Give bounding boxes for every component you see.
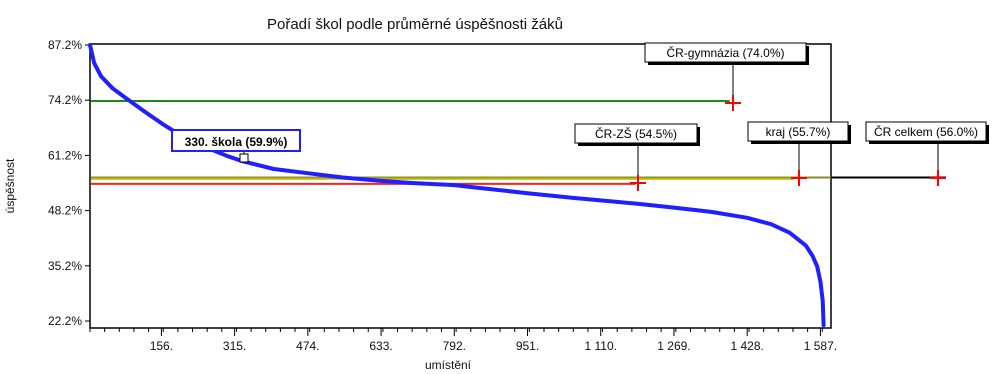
reference-lines [91,100,831,185]
y-tick-label: 61.2% [48,148,82,162]
reference-callout: kraj (55.7%) [747,121,851,186]
y-tick-label: 74.2% [48,93,82,107]
callout-label: 330. škola (59.9%) [185,135,288,149]
y-tick-label: 35.2% [48,259,82,273]
x-tick-label: 1 428. [730,339,763,353]
callout-label: ČR-ZŠ (54.5%) [595,126,677,141]
reference-callout: ČR celkem (56.0%) [831,121,989,186]
reference-callout: ČR-gymnázia (74.0%) [644,42,809,111]
x-tick-label: 156. [150,339,173,353]
y-axis-label: úspěšnost [3,158,17,213]
x-tick-label: 633. [369,339,392,353]
callout-label: ČR celkem (56.0%) [874,124,978,139]
x-tick-label: 951. [516,339,539,353]
x-tick-label: 1 110. [584,339,616,353]
x-tick-label: 315. [223,339,246,353]
series-layer [88,43,826,328]
reference-callout: ČR-ZŠ (54.5%) [574,123,700,191]
y-axis: 22.2% 35.2% 48.2% 61.2% 74.2% 87.2% [48,38,90,328]
x-tick-label: 1 269. [657,339,690,353]
callout-label: kraj (55.7%) [766,125,831,139]
callout-box [171,129,301,152]
callout-box [865,121,987,142]
callout-box [574,123,698,144]
callout-label: ČR-gymnázia (74.0%) [666,45,784,60]
school-callout: 330. škola (59.9%) [171,129,301,163]
x-tick-label: 792. [443,339,466,353]
x-axis: 156. 315. 474. 633. 792. 951. 1 110. 1 269. 1 42… [89,328,837,353]
series-line [88,43,826,328]
y-tick-label: 87.2% [48,38,82,52]
callout-marker [239,153,249,163]
y-tick-label: 22.2% [48,314,82,328]
callout-box [747,121,849,142]
x-axis-label: umístění [425,358,472,372]
chart-title: Pořadí škol podle průměrné úspěšnosti žá… [267,16,563,33]
y-tick-label: 48.2% [48,204,82,218]
callout-box [644,42,807,63]
annotations: ČR-gymnázia (74.0%) kraj (55.7%) ČR-ZŠ (54… [171,42,989,191]
x-tick-label: 474. [296,339,319,353]
x-tick-label: 1 587. [804,339,837,353]
